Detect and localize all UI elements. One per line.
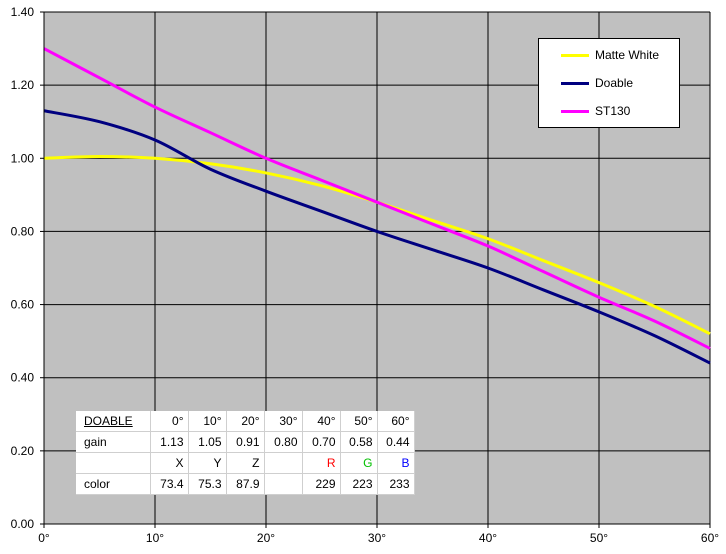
table-header-cell: 40° — [302, 411, 341, 432]
legend-label-matte-white: Matte White — [595, 48, 660, 62]
data-table: DOABLE 0° 10° 20° 30° 40° 50° 60° gain 1… — [76, 411, 415, 495]
table-row: DOABLE 0° 10° 20° 30° 40° 50° 60° — [76, 411, 415, 432]
table-header-cell: 30° — [264, 411, 303, 432]
table-cell: X — [150, 452, 189, 474]
table-header-cell: 0° — [150, 411, 189, 432]
table-cell — [264, 452, 303, 474]
legend-label-st130: ST130 — [595, 104, 631, 118]
table-cell: 0.70 — [302, 431, 341, 453]
table-row-label: gain — [76, 431, 151, 453]
table-cell: Z — [226, 452, 265, 474]
table-title: DOABLE — [76, 411, 151, 432]
table-cell-b: B — [377, 452, 415, 474]
table-row-label — [76, 452, 151, 474]
table-cell: 1.13 — [150, 431, 189, 453]
table-cell: 233 — [377, 473, 415, 495]
y-tick-label: 1.00 — [11, 151, 35, 165]
table-cell: 229 — [302, 473, 341, 495]
table-cell: 75.3 — [188, 473, 227, 495]
y-tick-label: 0.40 — [11, 371, 35, 385]
table-cell: 87.9 — [226, 473, 265, 495]
table-header-cell: 50° — [340, 411, 378, 432]
table-cell: 0.44 — [377, 431, 415, 453]
table-header-cell: 10° — [188, 411, 227, 432]
legend-swatch-doable — [561, 82, 589, 85]
legend-item-st130: ST130 — [539, 103, 679, 119]
series-lines — [43, 47, 711, 365]
table-header-cell: 20° — [226, 411, 265, 432]
y-tick-label: 0.60 — [11, 298, 35, 312]
legend-item-doable: Doable — [539, 75, 679, 91]
axes — [40, 11, 711, 528]
y-tick-label: 1.40 — [11, 5, 35, 19]
table-cell: 0.58 — [340, 431, 378, 453]
y-tick-label: 0.20 — [11, 444, 35, 458]
legend-swatch-matte-white — [561, 54, 589, 57]
series-line-st130 — [43, 47, 711, 350]
x-tick-label: 50° — [590, 531, 608, 545]
legend-item-matte-white: Matte White — [539, 47, 679, 63]
table-row-label: color — [76, 473, 151, 495]
table-cell: 223 — [340, 473, 378, 495]
table-cell-g: G — [340, 452, 378, 474]
x-tick-label: 40° — [479, 531, 497, 545]
table-cell: 0.91 — [226, 431, 265, 453]
x-tick-label: 30° — [368, 531, 386, 545]
table-cell: Y — [188, 452, 227, 474]
x-tick-label: 60° — [701, 531, 719, 545]
table-row: gain 1.13 1.05 0.91 0.80 0.70 0.58 0.44 — [76, 431, 415, 453]
legend-swatch-st130 — [561, 110, 589, 113]
x-tick-label: 10° — [146, 531, 164, 545]
x-tick-label: 20° — [257, 531, 275, 545]
table-header-cell: 60° — [377, 411, 415, 432]
legend: Matte White Doable ST130 — [538, 38, 680, 128]
y-tick-labels: 0.00 0.20 0.40 0.60 0.80 1.00 1.20 1.40 — [11, 5, 35, 531]
series-line-doable — [43, 109, 711, 365]
table-row: color 73.4 75.3 87.9 229 223 233 — [76, 473, 415, 495]
x-tick-labels: 0° 10° 20° 30° 40° 50° 60° — [38, 531, 719, 545]
table-cell: 1.05 — [188, 431, 227, 453]
table-cell: 0.80 — [264, 431, 303, 453]
y-tick-label: 0.00 — [11, 517, 35, 531]
table-cell-r: R — [302, 452, 341, 474]
x-tick-label: 0° — [38, 531, 50, 545]
table-cell: 73.4 — [150, 473, 189, 495]
y-tick-label: 1.20 — [11, 78, 35, 92]
table-cell — [264, 473, 303, 495]
table-row: X Y Z R G B — [76, 452, 415, 474]
legend-label-doable: Doable — [595, 76, 634, 90]
y-tick-label: 0.80 — [11, 224, 35, 238]
